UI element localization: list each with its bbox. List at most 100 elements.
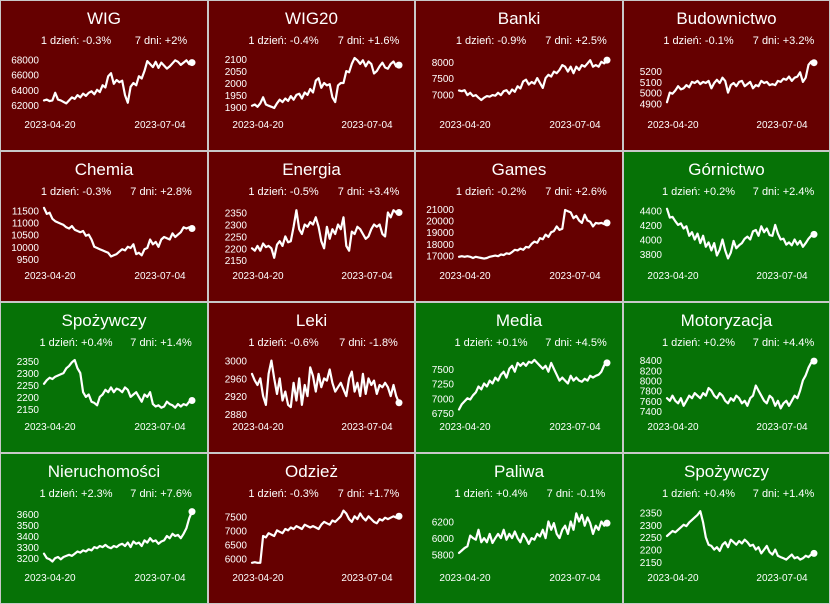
y-tick-label: 2300 <box>225 220 248 231</box>
change-7d: 7 dni: +2.5% <box>545 35 607 47</box>
chart-title: Spożywczy <box>684 462 770 481</box>
y-tick-label: 3300 <box>17 543 40 554</box>
y-tick-label: 7000 <box>225 526 248 537</box>
chart-title: WIG20 <box>285 9 338 28</box>
series-line <box>250 509 401 564</box>
x-start-label: 2023-04-20 <box>232 271 284 282</box>
sector-chart-svg: Nieruchomości 1 dzień: +2.3% 7 dni: +7.6% 3… <box>0 453 208 604</box>
sector-chart-5: Chemia 1 dzień: -0.3% 7 dni: +2.8% 9500 1000… <box>0 151 208 302</box>
chart-title: WIG <box>87 9 121 28</box>
y-tick-label: 4000 <box>640 235 663 246</box>
sector-chart-3: Banki 1 dzień: -0.9% 7 dni: +2.5% 7000 7500 8… <box>415 0 623 151</box>
y-tick-label: 2300 <box>640 521 663 532</box>
change-1d: 1 dzień: +0.1% <box>454 337 527 349</box>
change-1d: 1 dzień: -0.9% <box>456 35 527 47</box>
x-start-label: 2023-04-20 <box>647 271 699 282</box>
y-tick-label: 2150 <box>17 405 40 416</box>
sector-chart-9: Spożywczy 1 dzień: +0.4% 7 dni: +1.4% 2150 2… <box>0 302 208 453</box>
y-tick-label: 20000 <box>426 217 454 228</box>
x-end-label: 2023-07-04 <box>341 271 393 282</box>
change-1d: 1 dzień: -0.6% <box>248 337 319 349</box>
y-tick-label: 11000 <box>12 218 40 229</box>
sector-chart-svg: Chemia 1 dzień: -0.3% 7 dni: +2.8% 95001000… <box>0 151 208 302</box>
x-start-label: 2023-04-20 <box>439 422 491 433</box>
y-tick-label: 7500 <box>432 74 455 85</box>
y-tick-label: 66000 <box>11 71 39 82</box>
y-tick-label: 2250 <box>17 381 40 392</box>
y-tick-label: 6200 <box>432 518 455 529</box>
change-1d: 1 dzień: -0.2% <box>456 186 527 198</box>
chart-title: Budownictwo <box>676 9 776 28</box>
y-tick-label: 2200 <box>17 393 40 404</box>
sector-chart-2: WIG20 1 dzień: -0.4% 7 dni: +1.6% 1900 1950 2… <box>208 0 415 151</box>
x-end-label: 2023-07-04 <box>341 120 393 131</box>
sector-chart-15: Paliwa 1 dzień: +0.4% 7 dni: -0.1% 5800 6000… <box>415 453 623 604</box>
sector-chart-svg: WIG 1 dzień: -0.3% 7 dni: +2% 62000 64000 660… <box>0 0 208 151</box>
change-1d: 1 dzień: -0.3% <box>41 186 112 198</box>
x-end-label: 2023-07-04 <box>134 422 186 433</box>
y-tick-label: 7000 <box>432 90 455 101</box>
y-tick-label: 8000 <box>432 58 455 69</box>
chart-title: Paliwa <box>494 462 545 481</box>
chart-title: Leki <box>296 311 327 330</box>
y-tick-label: 3600 <box>17 510 40 521</box>
change-1d: 1 dzień: -0.4% <box>248 35 319 47</box>
sector-chart-svg: Odzież 1 dzień: -0.3% 7 dni: +1.7% 6000 6500… <box>208 453 415 604</box>
x-end-label: 2023-07-04 <box>549 573 601 584</box>
y-tick-label: 7250 <box>432 380 455 391</box>
y-tick-label: 9500 <box>17 255 40 266</box>
y-tick-label: 21000 <box>426 205 454 216</box>
x-start-label: 2023-04-20 <box>647 422 699 433</box>
x-start-label: 2023-04-20 <box>232 422 284 433</box>
change-7d: 7 dni: -1.8% <box>339 337 398 349</box>
change-7d: 7 dni: +1.4% <box>130 337 192 349</box>
series-line <box>42 358 194 409</box>
y-tick-label: 6750 <box>432 409 455 420</box>
x-end-label: 2023-07-04 <box>134 271 186 282</box>
change-1d: 1 dzień: +0.4% <box>454 488 527 500</box>
last-value-point <box>395 61 403 69</box>
y-tick-label: 2150 <box>225 256 248 267</box>
last-value-point <box>810 357 818 365</box>
y-tick-label: 5000 <box>640 89 663 100</box>
y-tick-label: 2000 <box>225 79 248 90</box>
last-value-point <box>603 519 611 527</box>
chart-title: Media <box>496 311 543 330</box>
chart-title: Odzież <box>285 462 338 481</box>
sector-chart-14: Odzież 1 dzień: -0.3% 7 dni: +1.7% 6000 6500… <box>208 453 415 604</box>
cell-border <box>0 0 208 151</box>
last-value-point <box>810 59 818 67</box>
y-tick-label: 17000 <box>426 252 454 263</box>
last-value-point <box>395 512 403 520</box>
sector-chart-1: WIG 1 dzień: -0.3% 7 dni: +2% 62000 64000 660… <box>0 0 208 151</box>
change-7d: 7 dni: +2% <box>135 35 188 47</box>
cell-border <box>0 151 208 302</box>
y-tick-label: 2880 <box>225 410 248 421</box>
y-tick-label: 3400 <box>17 532 40 543</box>
y-tick-label: 5800 <box>432 551 455 562</box>
y-tick-label: 3500 <box>17 521 40 532</box>
y-tick-label: 2250 <box>640 533 663 544</box>
x-start-label: 2023-04-20 <box>439 573 491 584</box>
y-tick-label: 2250 <box>225 232 248 243</box>
series-line <box>457 59 609 102</box>
cell-border <box>208 302 415 453</box>
change-7d: 7 dni: +3.4% <box>338 186 400 198</box>
change-7d: 7 dni: +1.4% <box>753 488 815 500</box>
cell-border <box>208 151 415 302</box>
chart-title: Nieruchomości <box>48 462 160 481</box>
y-tick-label: 10000 <box>11 243 39 254</box>
change-7d: 7 dni: +2.6% <box>545 186 607 198</box>
last-value-point <box>188 225 196 233</box>
y-tick-label: 4900 <box>640 99 663 110</box>
chart-title: Banki <box>498 9 541 28</box>
change-1d: 1 dzień: -0.1% <box>663 35 734 47</box>
y-tick-label: 2300 <box>17 369 40 380</box>
last-value-point <box>603 359 611 367</box>
series-line <box>665 510 816 561</box>
sector-chart-svg: Banki 1 dzień: -0.9% 7 dni: +2.5% 7000 7500 8… <box>415 0 623 151</box>
series-line <box>42 510 194 563</box>
cell-border <box>415 302 623 453</box>
y-tick-label: 7000 <box>432 394 455 405</box>
